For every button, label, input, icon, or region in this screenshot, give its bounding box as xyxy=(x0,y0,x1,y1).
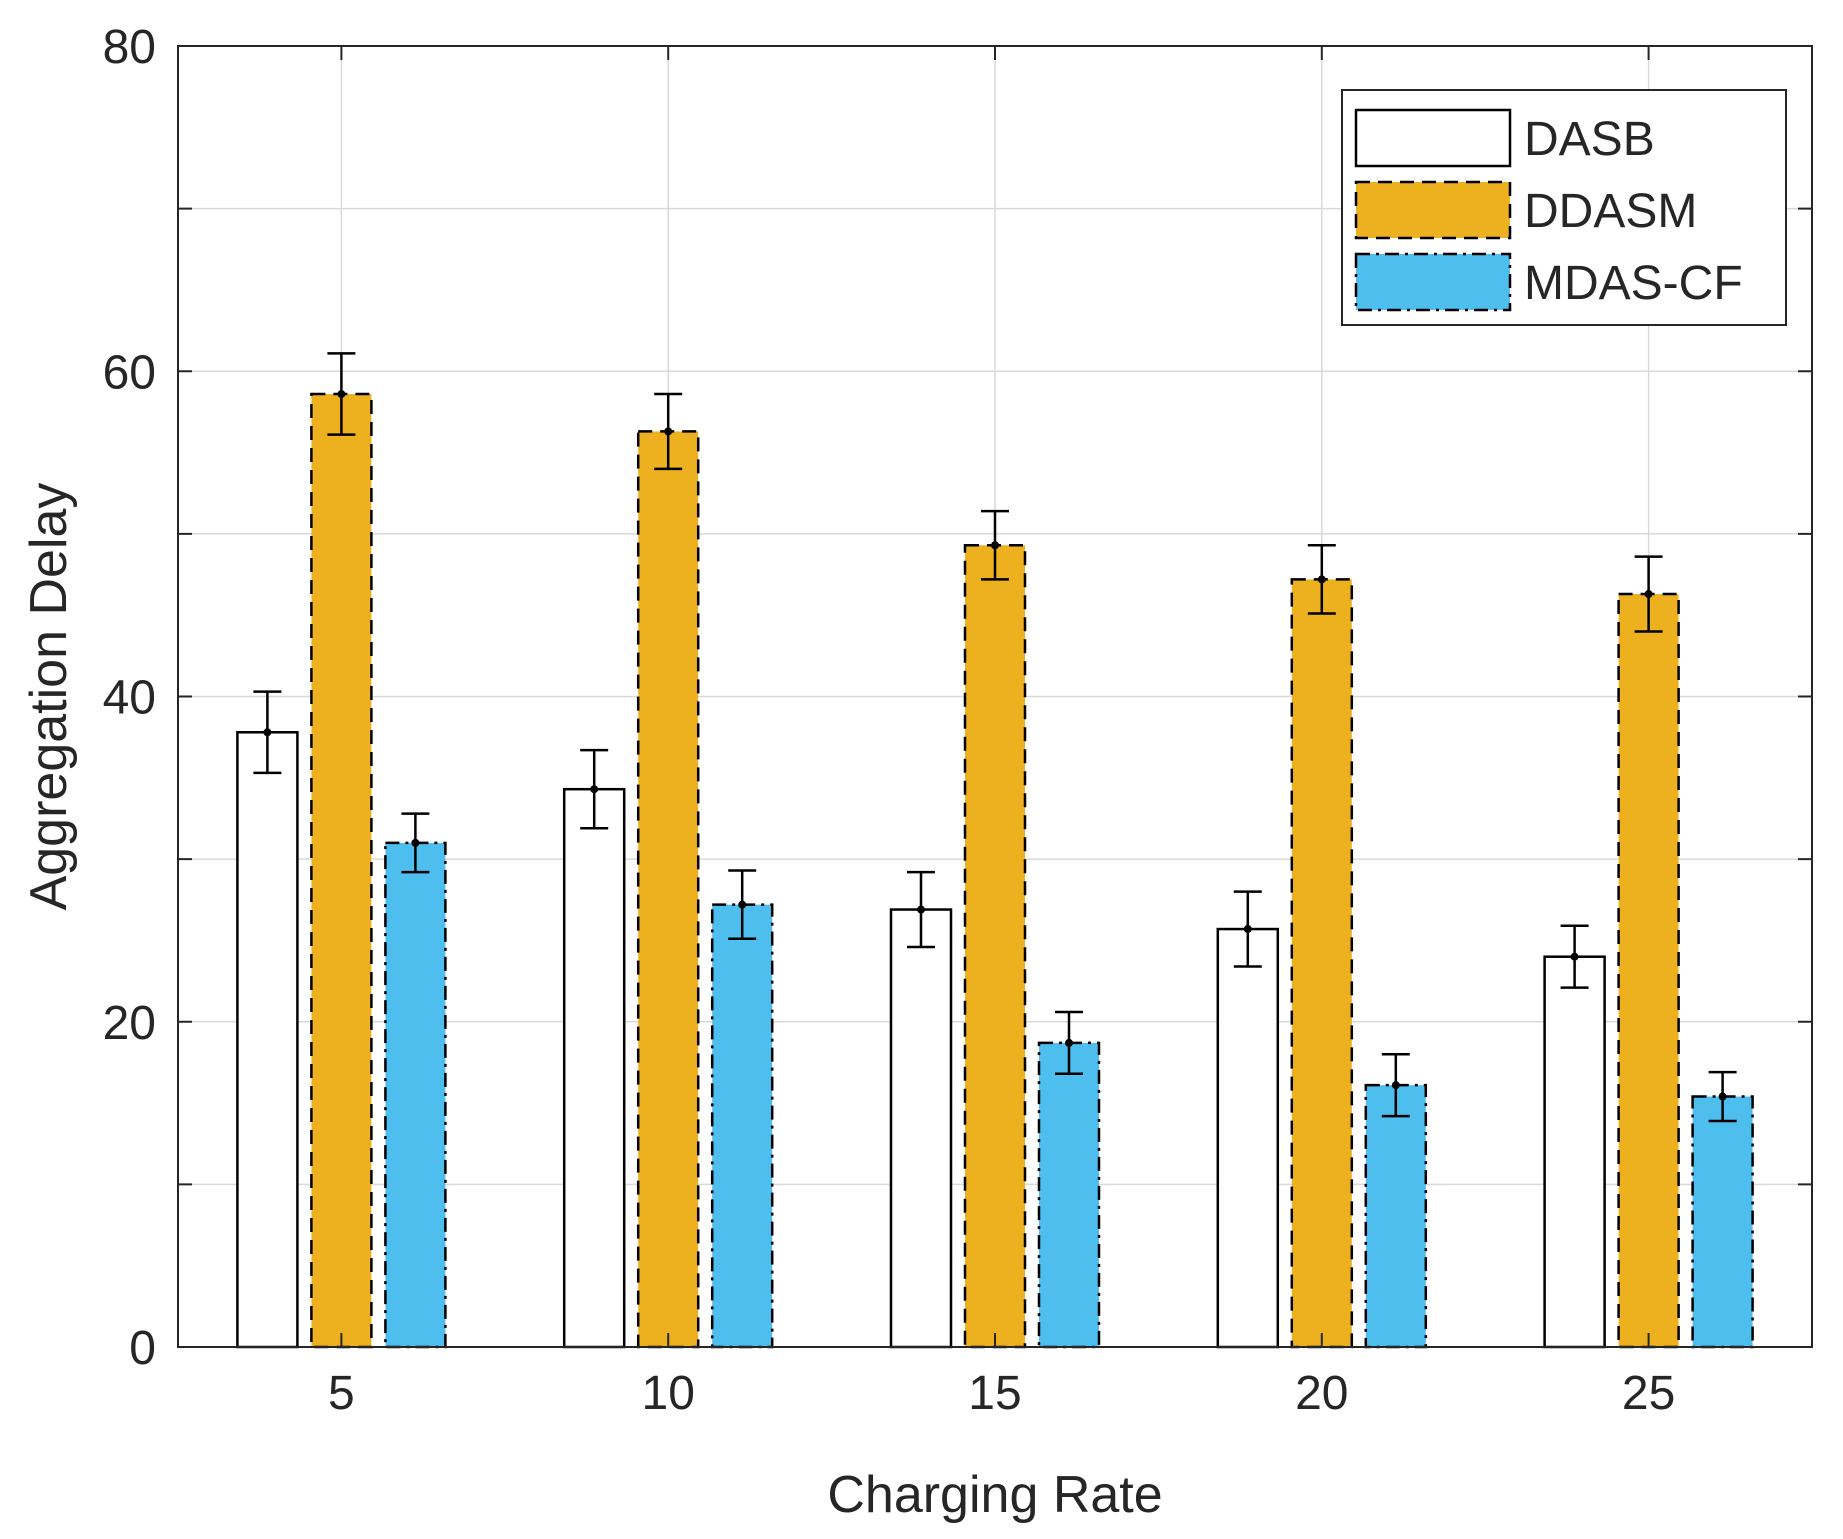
y-tick-label: 60 xyxy=(103,346,156,399)
error-bar-dasb xyxy=(907,870,935,949)
error-bar-mdas-cf xyxy=(1708,1070,1737,1123)
legend-swatch-dasb xyxy=(1354,108,1512,168)
error-bar-center xyxy=(263,728,272,737)
x-tick-label: 25 xyxy=(1622,1367,1675,1420)
bar-mdas-cf xyxy=(384,841,447,1349)
legend-swatch-mdas-cf xyxy=(1354,252,1512,312)
error-bar-ddasm xyxy=(654,392,683,471)
error-bar-center xyxy=(1391,1081,1400,1090)
error-bars-layer xyxy=(253,352,1737,1123)
bar-mdas-cf xyxy=(1037,1041,1101,1349)
x-axis-label: Charging Rate xyxy=(827,1466,1162,1524)
bars-layer xyxy=(236,392,1754,1349)
x-tick-label: 20 xyxy=(1295,1367,1348,1420)
x-tick-label: 10 xyxy=(642,1367,695,1420)
bar-mdas-cf xyxy=(1691,1095,1754,1349)
bar-mdas-cf xyxy=(1364,1083,1428,1349)
bar-ddasm xyxy=(636,430,700,1349)
y-tick-label: 40 xyxy=(103,672,156,725)
bar-mdas-cf xyxy=(710,903,774,1349)
legend-label-dasb: DASB xyxy=(1524,113,1655,166)
x-tick-label: 5 xyxy=(328,1367,355,1420)
error-bar-ddasm xyxy=(1634,555,1663,633)
error-bar-mdas-cf xyxy=(728,869,757,941)
error-bar-center xyxy=(738,900,747,909)
error-bar-center xyxy=(991,541,999,550)
error-bar-dasb xyxy=(1233,890,1262,968)
bar-dasb xyxy=(562,787,626,1349)
bar-dasb xyxy=(236,731,299,1349)
bar-ddasm xyxy=(1290,578,1354,1349)
error-bar-mdas-cf xyxy=(1381,1053,1410,1118)
bar-ddasm xyxy=(963,544,1027,1349)
error-bar-ddasm xyxy=(327,352,356,436)
y-axis-label: Aggregation Delay xyxy=(20,483,78,911)
error-bar-center xyxy=(1065,1038,1073,1047)
error-bar-center xyxy=(917,905,925,914)
error-bar-mdas-cf xyxy=(1055,1010,1083,1076)
error-bar-center xyxy=(337,390,346,399)
error-bar-center xyxy=(411,838,420,847)
y-tick-label: 80 xyxy=(103,21,156,74)
error-bar-dasb xyxy=(253,690,282,775)
error-bar-dasb xyxy=(1560,924,1589,989)
bar-dasb xyxy=(1543,955,1606,1349)
error-bar-center xyxy=(1718,1092,1727,1101)
y-axis: 0 20 40 60 80 xyxy=(103,21,1812,1375)
y-tick-label: 0 xyxy=(129,1322,156,1375)
legend: DASB DDASM MDAS-CF xyxy=(1341,89,1787,326)
y-tick-label: 20 xyxy=(103,997,156,1050)
legend-swatch-ddasm xyxy=(1354,180,1512,240)
error-bar-center xyxy=(1243,925,1252,934)
error-bar-center xyxy=(1317,575,1326,584)
error-bar-center xyxy=(1570,952,1579,961)
x-tick-label: 15 xyxy=(968,1367,1021,1420)
error-bar-ddasm xyxy=(1307,544,1336,615)
error-bar-dasb xyxy=(580,748,609,830)
bar-ddasm xyxy=(310,392,373,1349)
error-bar-mdas-cf xyxy=(401,812,430,874)
error-bar-center xyxy=(590,785,599,794)
bar-dasb xyxy=(1216,927,1280,1349)
error-bar-center xyxy=(1644,590,1653,599)
error-bar-ddasm xyxy=(981,509,1009,581)
x-axis: 5 10 15 20 25 xyxy=(328,46,1675,1420)
legend-label-mdas-cf: MDAS-CF xyxy=(1524,257,1743,310)
legend-label-ddasm: DDASM xyxy=(1524,185,1697,238)
error-bar-center xyxy=(664,427,673,436)
bar-dasb xyxy=(889,908,953,1349)
bar-ddasm xyxy=(1617,592,1680,1349)
